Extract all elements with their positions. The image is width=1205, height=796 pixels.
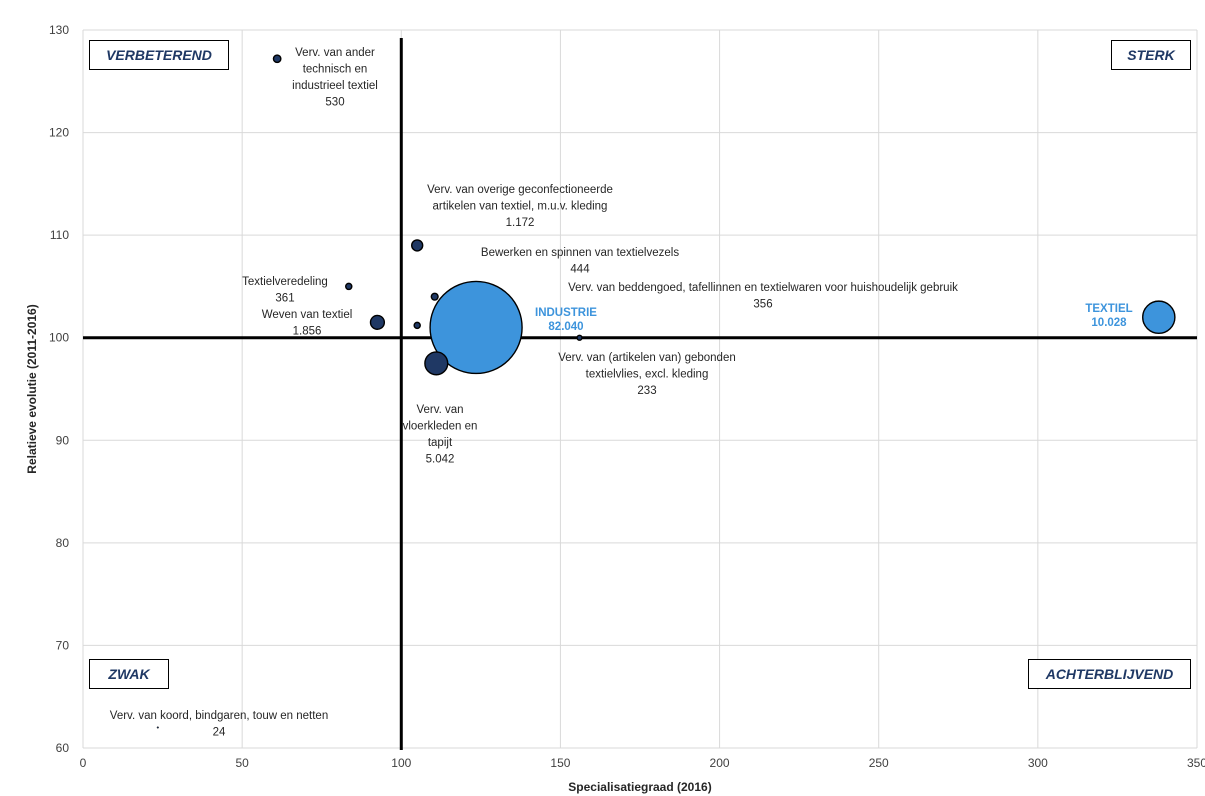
y-tick-label: 70 [56,638,70,652]
data-label: Bewerken en spinnen van textielvezels 444 [481,247,679,276]
data-label-line: 82.040 [548,321,583,333]
data-label-line: 530 [325,97,344,109]
data-label-line: 1.856 [293,326,322,338]
data-label-line: Verv. van [416,404,463,416]
x-tick-label: 50 [235,756,249,770]
bubble-verv-van-koord-bindgaren-touw-en-netten [156,726,159,729]
data-label: Verv. van (artikelen van) gebonden textie… [558,352,736,397]
data-label-line: Verv. van beddengoed, tafellinnen en tex… [568,282,958,294]
reference-lines [83,38,1197,750]
data-label: Weven van textiel 1.856 [262,309,353,338]
data-label-line: industrieel textiel [292,80,378,92]
data-label-line: textielvlies, excl. kleding [586,369,709,381]
data-label-line: Textielveredeling [242,276,328,288]
data-label-line: technisch en [303,64,368,76]
x-tick-label: 200 [710,756,730,770]
data-label-line: INDUSTRIE [535,307,597,319]
data-label-line: Verv. van ander [295,47,375,59]
data-label-line: 24 [213,727,226,739]
y-tick-label: 110 [50,228,69,242]
y-axis-title: Relatieve evolutie (2011-2016) [25,304,39,473]
data-label-line: tapijt [428,437,453,449]
bubble-textiel [1142,300,1176,334]
data-label-line: 444 [570,264,590,276]
y-tick-label: 130 [49,23,69,37]
data-labels: Verv. van ander technisch en industrieel t… [110,47,1133,739]
data-label: Verv. van ander technisch en industrieel t… [292,47,378,109]
bubble-bewerken-en-spinnen-van-textielvezels [430,292,439,301]
bubble-verv-van-beddengoed-tafellinnen-en-textielwaren-voor-huishoudelijk-gebruik [413,321,421,330]
data-label: Verv. van koord, bindgaren, touw en nett… [110,710,328,739]
x-tick-label: 250 [869,756,889,770]
quadrant-label-zwak: ZWAK [89,659,169,689]
bubble-verv-van-ander-technisch-en-industrieel-textiel [272,54,282,64]
quadrant-label-achterblijvend: ACHTERBLIJVEND [1028,659,1191,689]
data-label-line: Verv. van (artikelen van) gebonden [558,352,736,364]
data-label-line: 361 [275,293,294,305]
data-label-line: 5.042 [426,454,455,466]
data-label-line: Weven van textiel [262,309,353,321]
bubbles [156,54,1176,729]
bubble-weven-van-textiel [369,314,386,330]
x-tick-label: 300 [1028,756,1048,770]
data-label-line: Verv. van koord, bindgaren, touw en nett… [110,710,328,722]
data-label-line: 356 [753,299,772,311]
bubble-industrie [429,280,523,375]
x-axis-title: Specialisatiegraad (2016) [568,780,711,794]
data-label-line: Bewerken en spinnen van textielvezels [481,247,679,259]
bubble-textielveredeling [345,282,353,291]
bubble-verv-van-vloerkleden-en-tapijt [424,351,449,376]
data-label-line: Verv. van overige geconfectioneerde [427,184,613,196]
data-label: INDUSTRIE 82.040 [535,307,597,333]
quadrant-label-sterk: STERK [1111,40,1191,70]
y-tick-label: 60 [56,741,70,755]
y-tick-label: 80 [56,536,70,550]
data-label-line: 10.028 [1091,317,1127,329]
data-label-line: 233 [637,385,656,397]
x-tick-label: 100 [391,756,411,770]
x-tick-label: 0 [80,756,87,770]
data-label: Verv. van beddengoed, tafellinnen en tex… [568,282,958,311]
quadrant-label-verbeterend: VERBETEREND [89,40,229,70]
x-tick-label: 150 [550,756,570,770]
y-tick-label: 100 [49,331,69,345]
tick-labels: 0 50 100 150 200 250 300 350 60 70 80 90 100 110 120 13… [49,23,1205,770]
data-label: TEXTIEL 10.028 [1085,303,1132,329]
data-label-line: 1.172 [506,217,535,229]
data-label-line: TEXTIEL [1085,303,1132,315]
x-tick-label: 350 [1187,756,1205,770]
y-tick-label: 120 [49,126,69,140]
data-label-line: vloerkleden en [403,421,478,433]
plot-area [83,30,1197,748]
data-label: Verv. van overige geconfectioneerde artik… [427,184,613,229]
data-label: Textielveredeling 361 [242,276,328,305]
bubble-verv-van-artikelen-van-gebonden-textielvlies-excl-kleding [576,334,583,341]
data-label: Verv. van vloerkleden en tapijt 5.042 [403,404,478,466]
data-label-line: artikelen van textiel, m.u.v. kleding [433,201,608,213]
y-tick-label: 90 [56,433,70,447]
bubble-verv-van-overige-geconfectioneerde-artikelen-van-textiel-m-u-v-kleding [411,239,424,252]
